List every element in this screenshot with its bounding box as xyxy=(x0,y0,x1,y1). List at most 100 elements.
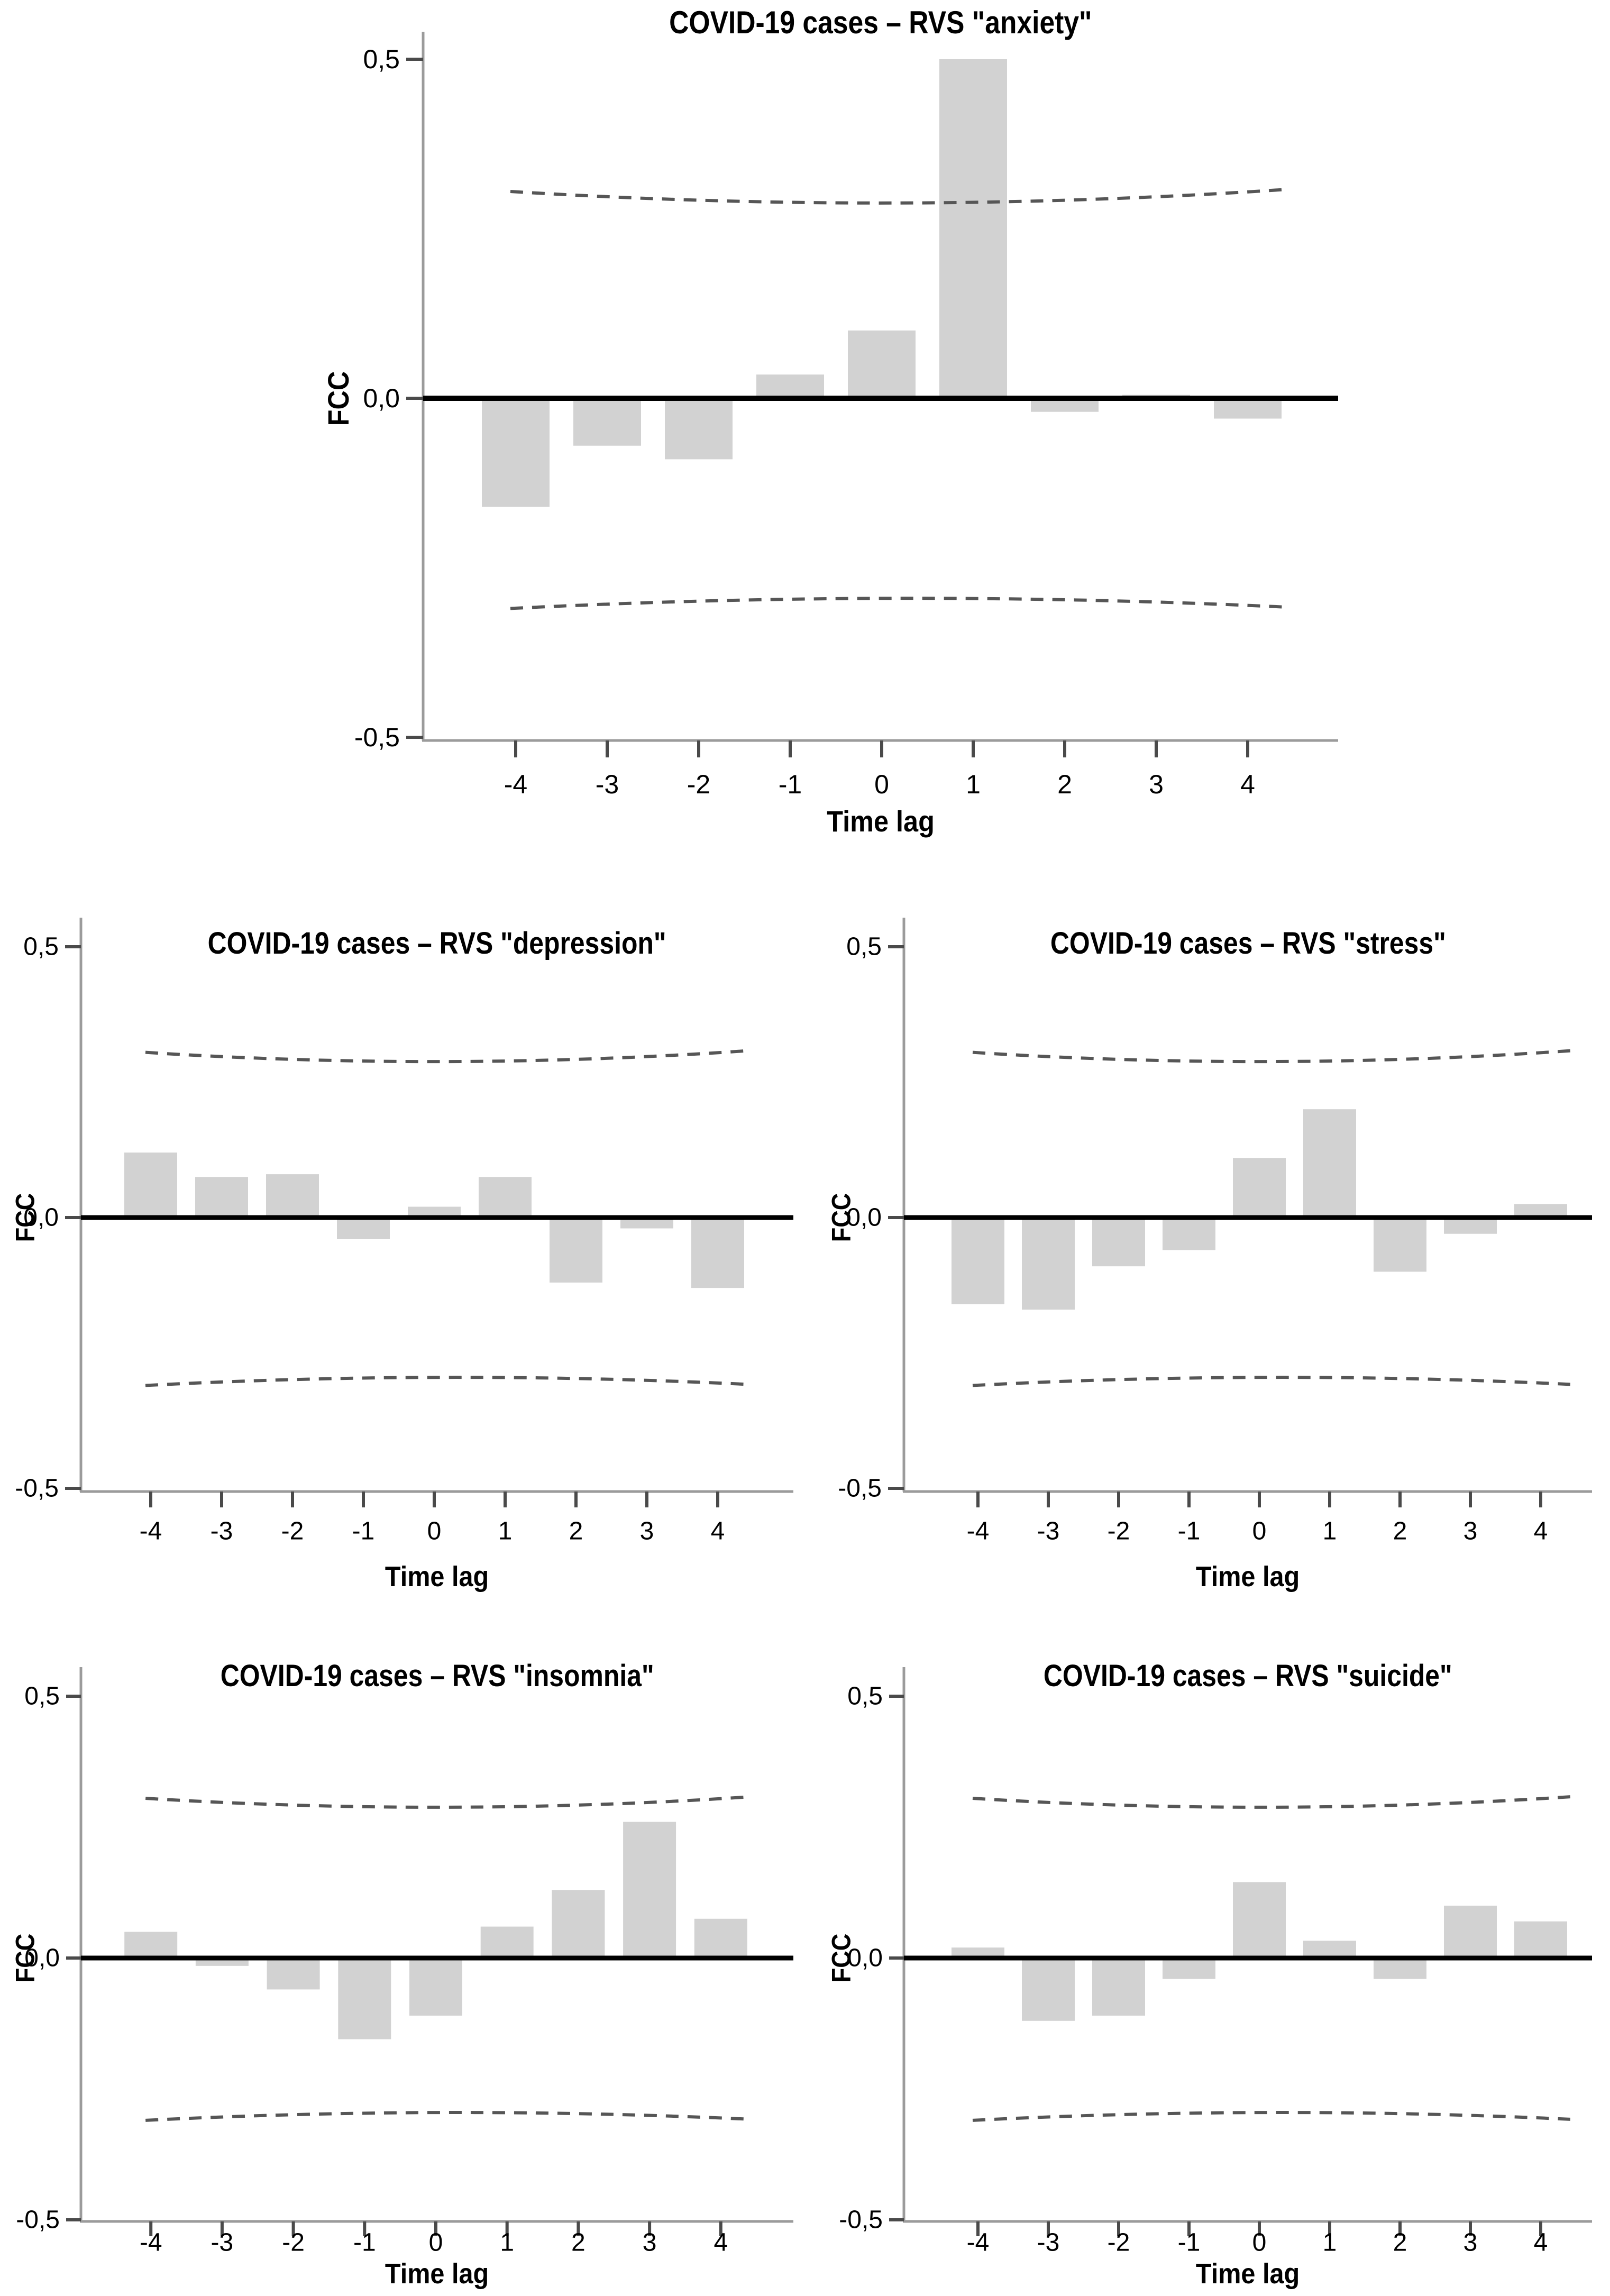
bar xyxy=(1163,1218,1215,1250)
x-tick-label: 4 xyxy=(713,2229,728,2257)
bar xyxy=(1092,1958,1145,2016)
x-tick-label: 0 xyxy=(429,2229,443,2257)
x-tick-label: -1 xyxy=(1178,2229,1201,2257)
bar xyxy=(623,1822,676,1958)
bar xyxy=(479,1177,532,1218)
bar xyxy=(1444,1218,1497,1234)
bar xyxy=(1514,1921,1567,1958)
x-tick-label: -4 xyxy=(140,2229,162,2257)
x-tick-label: 0 xyxy=(1252,2229,1267,2257)
bar xyxy=(1444,1906,1497,1958)
y-tick-label: 0,5 xyxy=(23,933,59,961)
ci-upper-line xyxy=(972,1795,1571,1809)
y-tick-label: -0,5 xyxy=(15,1475,59,1503)
x-tick-label: 4 xyxy=(1240,770,1255,799)
x-tick-label: -4 xyxy=(504,770,527,799)
chart-stress: 0,5 0,0 -0,5 -4 -3 -2 -1 0 1 2 3 4 COVID-19 cases –… xyxy=(809,873,1610,1629)
x-tick-label: -1 xyxy=(352,1517,375,1545)
plot-area-insomnia: 0,5 0,0 -0,5 -4 -3 -2 -1 0 1 2 3 4 xyxy=(16,1667,793,2257)
ci-lower-line xyxy=(510,597,1286,610)
y-axis-label-text: FCC xyxy=(826,1933,856,1983)
bar xyxy=(1092,1218,1145,1267)
x-axis-label: Time lag xyxy=(904,1560,1592,1593)
y-axis-label: FCC xyxy=(0,1879,54,2037)
y-tick-label: 0,5 xyxy=(363,44,400,74)
y-axis-label: FCC xyxy=(812,1138,870,1297)
y-axis-label-text: FCC xyxy=(322,371,355,426)
chart-title-text: COVID-19 cases – RVS "stress" xyxy=(1050,926,1446,961)
bar xyxy=(482,398,550,507)
x-tick-label: -2 xyxy=(1108,2229,1130,2257)
bar xyxy=(691,1218,744,1288)
bar xyxy=(939,59,1007,398)
x-tick-label: 0 xyxy=(427,1517,442,1545)
x-tick-label: -1 xyxy=(1178,1517,1201,1545)
bar xyxy=(480,1926,534,1958)
bar xyxy=(124,1932,178,1958)
bar xyxy=(552,1890,605,1958)
bar xyxy=(1022,1218,1075,1310)
y-axis-label: FCC xyxy=(0,1138,54,1297)
plot-area-anxiety: 0,5 0,0 -0,5 -4 -3 -2 -1 0 1 2 3 4 xyxy=(354,32,1338,799)
bar xyxy=(550,1218,602,1283)
chart-title: COVID-19 cases – RVS "stress" xyxy=(904,926,1592,961)
x-tick-label: 2 xyxy=(1393,2229,1407,2257)
bar xyxy=(665,398,733,460)
bar xyxy=(756,374,824,398)
x-tick-label: -3 xyxy=(1037,2229,1060,2257)
x-tick-label: -3 xyxy=(1037,1517,1060,1545)
ci-lower-line xyxy=(145,1376,748,1387)
x-tick-label: 1 xyxy=(966,770,981,799)
chart-title: COVID-19 cases – RVS "insomnia" xyxy=(81,1658,793,1694)
ci-upper-line xyxy=(510,188,1286,205)
bar xyxy=(1374,1218,1426,1272)
ci-upper-line xyxy=(145,1795,751,1809)
bar xyxy=(1374,1958,1426,1979)
plot-area-depression: 0,5 0,0 -0,5 -4 -3 -2 -1 0 1 2 3 4 xyxy=(15,918,793,1545)
x-tick-label: 1 xyxy=(1323,1517,1337,1545)
chart-title-text: COVID-19 cases – RVS "insomnia" xyxy=(220,1659,654,1693)
x-tick-label: 3 xyxy=(1463,1517,1478,1545)
bar xyxy=(1233,1882,1286,1958)
y-axis-label: FCC xyxy=(812,1879,870,2037)
bar xyxy=(267,1958,320,1990)
x-tick-label: 0 xyxy=(874,770,889,799)
bar xyxy=(124,1152,177,1218)
y-tick-label: 0,5 xyxy=(24,1682,60,1710)
y-tick-label: 0,0 xyxy=(24,1944,60,1972)
bar xyxy=(337,1218,390,1239)
y-tick-label: 0,5 xyxy=(846,933,882,961)
bar xyxy=(952,1947,1004,1958)
x-tick-label: 3 xyxy=(1149,770,1164,799)
chart-title: COVID-19 cases – RVS "suicide" xyxy=(904,1658,1592,1694)
bar xyxy=(409,1958,462,2016)
bar xyxy=(266,1174,319,1218)
x-tick-label: -2 xyxy=(282,2229,305,2257)
x-tick-label: -3 xyxy=(211,1517,233,1545)
y-tick-label: -0,5 xyxy=(354,722,400,752)
y-axis-label: FCC xyxy=(307,319,370,478)
bar xyxy=(694,1918,747,1958)
chart-title-text: COVID-19 cases – RVS "suicide" xyxy=(1044,1659,1452,1693)
y-tick-label: 0,0 xyxy=(363,383,400,413)
bar xyxy=(1163,1958,1215,1979)
x-tick-label: 4 xyxy=(711,1517,725,1545)
chart-title-text: COVID-19 cases – RVS "anxiety" xyxy=(669,5,1092,40)
bar xyxy=(1214,398,1282,419)
x-tick-label: -3 xyxy=(596,770,619,799)
y-tick-label: 0,5 xyxy=(847,1682,883,1710)
y-tick-label: 0,0 xyxy=(846,1204,882,1232)
x-tick-label: -3 xyxy=(211,2229,234,2257)
y-tick-label: -0,5 xyxy=(16,2206,60,2234)
x-tick-label: -1 xyxy=(353,2229,376,2257)
x-tick-label: 3 xyxy=(1463,2229,1478,2257)
x-axis-label: Time lag xyxy=(423,804,1338,838)
x-axis-label-text: Time lag xyxy=(827,804,935,838)
chart-suicide: 0,5 0,0 -0,5 -4 -3 -2 -1 0 1 2 3 4 COVID-19 cases –… xyxy=(809,1634,1610,2296)
x-tick-label: 1 xyxy=(500,2229,514,2257)
chart-title-text: COVID-19 cases – RVS "depression" xyxy=(207,926,667,961)
x-axis-label: Time lag xyxy=(904,2257,1592,2290)
chart-title: COVID-19 cases – RVS "anxiety" xyxy=(423,4,1338,41)
bar xyxy=(1303,1941,1356,1958)
y-tick-label: 0,0 xyxy=(847,1944,883,1972)
